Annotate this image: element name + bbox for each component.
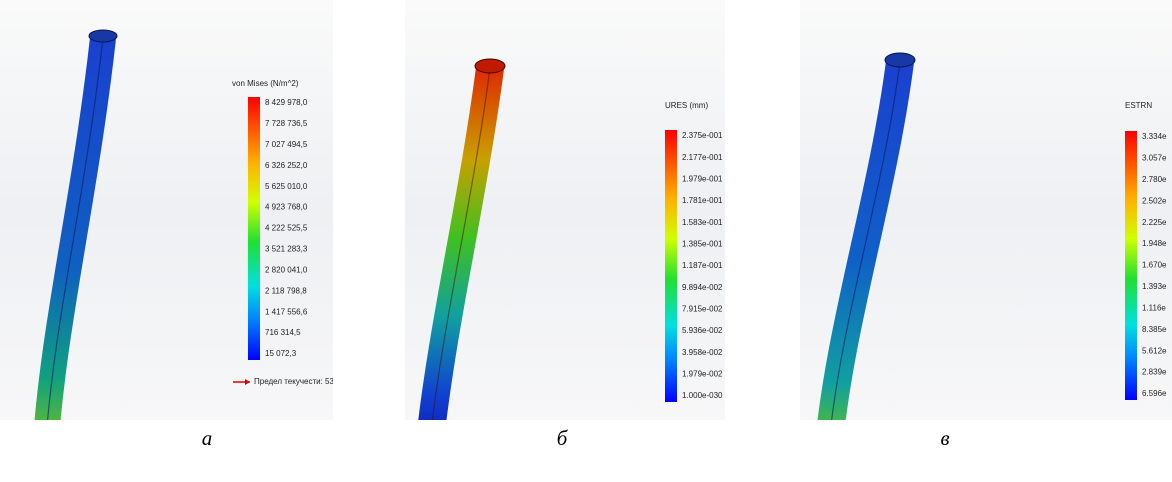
legend-label: 8 429 978,0 (265, 98, 308, 107)
legend-label: 3.958e-002 (682, 348, 723, 357)
legend-title: URES (mm) (665, 101, 708, 110)
legend-label: 2.839e (1142, 368, 1167, 377)
legend-label: 1 417 556,6 (265, 307, 308, 316)
panel-b: URES (mm) 2.375e-001 2.177e-001 1.979e-001 1… (405, 0, 725, 450)
legend-label: 1.948e (1142, 239, 1167, 248)
legend-label: 2.502e (1142, 196, 1167, 205)
legend-label: 4 923 768,0 (265, 203, 308, 212)
legend-label: 5.936e-002 (682, 326, 723, 335)
legend-label: 716 314,5 (265, 328, 301, 337)
caption: в (940, 426, 949, 450)
legend-label: 2.177e-001 (682, 153, 723, 162)
colorbar (248, 97, 260, 360)
panel-c: ESTRN 3.334e 3.057e 2.780e 2.502e 2.225e 1.948… (800, 0, 1172, 455)
caption: б (557, 426, 569, 450)
legend-label: 2.780e (1142, 175, 1167, 184)
legend-label: 2.375e-001 (682, 131, 723, 140)
legend-label: 1.979e-002 (682, 369, 723, 378)
background (800, 0, 1172, 420)
legend-label: 1.979e-001 (682, 174, 723, 183)
legend-label: 3.057e (1142, 154, 1167, 163)
legend-label: 2 118 798,8 (265, 286, 307, 295)
legend-label: 5.612e (1142, 346, 1167, 355)
legend-label: 3.334e (1142, 132, 1167, 141)
legend-label: 8.385e (1142, 325, 1167, 334)
legend-label: 1.781e-001 (682, 196, 723, 205)
tube-cap (475, 59, 505, 73)
legend-label: 1.000e-030 (682, 391, 723, 400)
colorbar (665, 130, 677, 402)
legend-label: 7 728 736,5 (265, 119, 308, 128)
legend-label: 3 521 283,3 (265, 245, 308, 254)
legend-label: 5 625 010,0 (265, 182, 308, 191)
note: Предел текучести: 53 (254, 377, 334, 386)
legend-label: 7 027 494,5 (265, 140, 308, 149)
legend-label: 1.116e (1142, 303, 1166, 312)
legend-label: 1.393e (1142, 282, 1167, 291)
legend-title: ESTRN (1125, 101, 1152, 110)
legend-label: 6.596e (1142, 389, 1167, 398)
colorbar (1125, 131, 1137, 400)
legend-label: 2.225e (1142, 218, 1167, 227)
figure: Предел текучести: 53 von Mises (N/m^2) 8 … (0, 0, 1172, 477)
legend-label: 1.385e-001 (682, 239, 723, 248)
caption: а (202, 426, 213, 450)
legend-label: 1.583e-001 (682, 218, 723, 227)
legend-title: von Mises (N/m^2) (232, 79, 299, 88)
legend-label: 6 326 252,0 (265, 161, 308, 170)
legend-label: 15 072,3 (265, 349, 297, 358)
panel-a: Предел текучести: 53 von Mises (N/m^2) 8 … (0, 0, 334, 455)
legend-label: 2 820 041,0 (265, 265, 308, 274)
legend-label: 4 222 525,5 (265, 224, 308, 233)
legend-label: 1.670e (1142, 261, 1167, 270)
legend-label: 9.894e-002 (682, 283, 723, 292)
tube-cap (885, 53, 915, 67)
legend-label: 1.187e-001 (682, 261, 723, 270)
legend-label: 7.915e-002 (682, 304, 723, 313)
tube-cap (89, 30, 117, 42)
